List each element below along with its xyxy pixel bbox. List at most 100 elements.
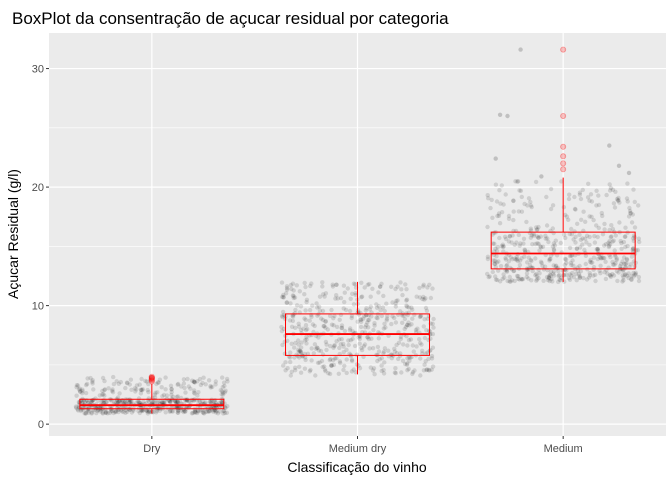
jitter-point (503, 236, 509, 242)
jitter-point (392, 346, 397, 351)
jitter-point (191, 379, 197, 384)
jitter-point (603, 276, 609, 282)
jitter-point (334, 293, 339, 298)
jitter-point (302, 280, 307, 286)
jitter-point (312, 342, 318, 347)
jitter-point (623, 265, 628, 270)
jitter-point (614, 269, 620, 274)
jitter-point (609, 223, 614, 228)
jitter-point (405, 356, 410, 361)
jitter-point (101, 391, 106, 397)
jitter-point (528, 199, 533, 205)
jitter-point (624, 256, 629, 262)
jitter-point (631, 187, 636, 192)
jitter-point (566, 217, 571, 222)
jitter-point (567, 253, 573, 259)
jitter-point (571, 237, 576, 242)
jitter-point (602, 243, 607, 248)
jitter-point (401, 342, 406, 347)
jitter-point (188, 386, 193, 391)
jitter-point (534, 278, 539, 283)
jitter-point (331, 345, 336, 350)
jitter-point (379, 281, 384, 286)
jitter-point (548, 273, 553, 278)
jitter-point (628, 211, 633, 216)
jitter-point (614, 196, 620, 202)
jitter-point (86, 410, 91, 415)
jitter-point (371, 366, 377, 371)
jitter-point (430, 345, 436, 350)
x-axis: Dry Medium dry Medium (143, 436, 583, 455)
jitter-point (213, 379, 218, 384)
jitter-point (74, 385, 79, 390)
jitter-point (398, 309, 403, 314)
jitter-point (620, 259, 625, 264)
jitter-point (600, 232, 606, 237)
jitter-point (616, 270, 621, 275)
jitter-point (127, 399, 132, 405)
jitter-point (288, 373, 293, 378)
jitter-point (73, 404, 79, 409)
jitter-point (339, 323, 345, 328)
jitter-point (636, 274, 642, 280)
jitter-point (78, 389, 83, 394)
jitter-point (283, 360, 288, 365)
jitter-point (398, 351, 403, 356)
jitter-point (359, 280, 364, 285)
jitter-point (317, 304, 322, 309)
jitter-point (289, 369, 294, 374)
jitter-point (426, 367, 431, 373)
jitter-point (607, 239, 612, 244)
jitter-point (607, 272, 613, 278)
jitter-point (319, 316, 324, 321)
jitter-point (517, 262, 523, 268)
jitter-point (344, 357, 349, 362)
jitter-point (309, 281, 314, 286)
jitter-point (626, 170, 632, 176)
jitter-point (529, 258, 534, 264)
jitter-point (163, 410, 168, 415)
jitter-point (183, 390, 188, 395)
jitter-point (626, 271, 631, 276)
jitter-point (181, 407, 186, 412)
jitter-point (299, 345, 304, 350)
jitter-point (129, 399, 134, 404)
jitter-point (290, 313, 295, 318)
jitter-point (279, 324, 284, 330)
jitter-point (197, 376, 203, 382)
jitter-point (367, 307, 372, 312)
jitter-point (102, 393, 107, 398)
jitter-point (313, 346, 319, 351)
jitter-point (344, 347, 349, 352)
jitter-point (296, 349, 301, 354)
jitter-point (369, 314, 374, 319)
jitter-point (153, 390, 158, 395)
jitter-point (316, 335, 321, 340)
jitter-point (567, 272, 572, 277)
jitter-point (182, 409, 188, 414)
jitter-point (563, 257, 569, 262)
jitter-point (337, 337, 342, 342)
jitter-point (140, 387, 145, 392)
jitter-point (215, 411, 221, 416)
jitter-point (421, 324, 426, 329)
jitter-point (192, 379, 197, 385)
jitter-point (402, 326, 407, 332)
jitter-point (422, 297, 427, 302)
jitter-point (362, 285, 367, 290)
jitter-point (379, 368, 384, 374)
jitter-point (303, 357, 308, 363)
jitter-point (390, 300, 395, 305)
jitter-point (591, 264, 597, 270)
box-medium (490, 46, 636, 282)
jitter-point (309, 358, 314, 363)
jitter-point (331, 362, 337, 368)
jitter-point (106, 386, 111, 391)
jitter-point (302, 366, 308, 371)
jitter-point (297, 349, 303, 354)
jitter-point (321, 292, 326, 297)
jitter-point (279, 328, 285, 334)
jitter-point (280, 313, 285, 318)
jitter-point (113, 409, 119, 414)
jitter-point (588, 257, 593, 262)
